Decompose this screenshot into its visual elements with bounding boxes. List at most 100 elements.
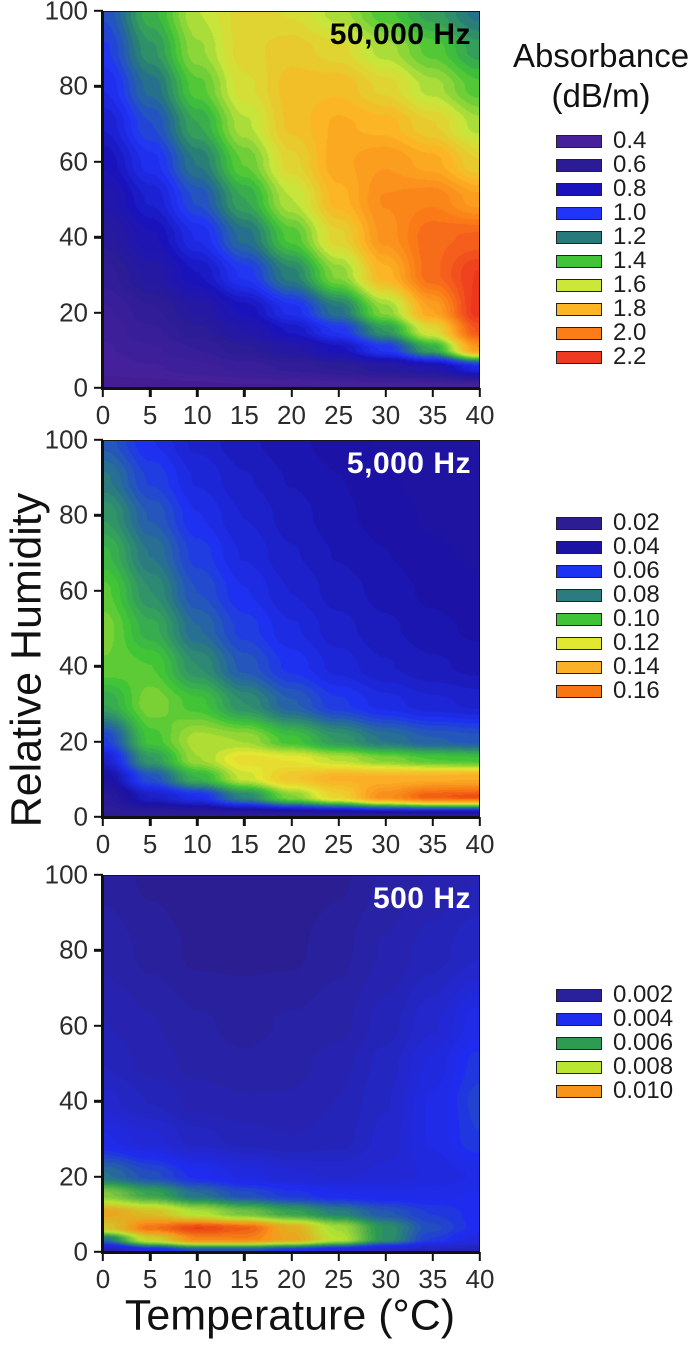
legend-value-label: 0.14 <box>613 653 660 680</box>
x-tick-label: 20 <box>277 400 306 430</box>
legend-entry: 2.2 <box>556 345 646 369</box>
legend-value-label: 1.6 <box>613 271 647 298</box>
colorbar-title-text: Absorbance <box>512 37 690 74</box>
legend-swatch <box>556 1012 602 1026</box>
legend-value-label: 0.16 <box>613 677 660 704</box>
x-tick-mark <box>101 1252 105 1261</box>
plot-area-5000hz <box>103 440 480 817</box>
y-tick-label: 20 <box>59 297 88 328</box>
y-tick-mark <box>94 1099 103 1103</box>
x-tick-label: 40 <box>465 1264 495 1294</box>
legend-swatch <box>556 540 602 554</box>
y-axis-line <box>101 11 104 390</box>
legend-swatch <box>556 134 602 148</box>
x-tick-mark <box>196 388 199 397</box>
x-tick-label: 25 <box>324 1264 354 1294</box>
legend-entry: 1.8 <box>556 297 646 321</box>
x-tick-label: 40 <box>465 400 495 430</box>
legend-swatch <box>556 636 602 650</box>
x-tick-label: 0 <box>95 829 111 859</box>
panel-title-frequency: 5,000 Hz <box>346 447 471 480</box>
legend-swatch <box>556 684 602 698</box>
legend-entry: 0.002 <box>556 983 673 1007</box>
x-tick-mark <box>431 817 435 826</box>
x-tick-mark <box>101 388 105 397</box>
x-tick-label: 10 <box>182 829 212 859</box>
x-tick-mark <box>243 1252 246 1261</box>
y-tick-label: 40 <box>59 650 88 681</box>
y-axis-line <box>101 440 104 819</box>
x-tick-label: 5 <box>142 1264 158 1294</box>
x-tick-label: 15 <box>229 400 259 430</box>
legend-entry: 0.006 <box>556 1031 673 1055</box>
legend-value-label: 0.4 <box>613 127 647 154</box>
legend-value-label: 0.06 <box>613 557 660 584</box>
legend-swatch <box>556 1084 602 1098</box>
legend-swatch <box>556 1060 602 1074</box>
x-tick-mark <box>243 817 246 826</box>
y-tick-mark <box>94 514 103 517</box>
x-tick-mark <box>478 1252 482 1261</box>
x-tick-mark <box>431 1252 435 1261</box>
legend-value-label: 1.8 <box>613 295 647 322</box>
y-tick-mark <box>94 9 103 13</box>
x-tick-mark <box>243 388 246 397</box>
legend-value-label: 0.008 <box>613 1053 674 1080</box>
panel-title-frequency: 500 Hz <box>372 882 471 915</box>
colorbar-units: (dB/m) <box>551 77 651 115</box>
heatmap-canvas-50000hz <box>104 12 479 387</box>
y-tick-mark <box>94 85 103 88</box>
y-tick-label: 80 <box>59 70 88 101</box>
x-tick-mark <box>290 388 293 397</box>
legend-value-label: 0.12 <box>613 629 660 656</box>
x-tick-mark <box>384 817 387 826</box>
legend-entry: 0.02 <box>556 511 660 535</box>
x-tick-label: 15 <box>229 1264 259 1294</box>
x-tick-label: 35 <box>418 829 448 859</box>
x-tick-mark <box>478 817 482 826</box>
x-tick-label: 30 <box>371 400 401 430</box>
y-tick-mark <box>94 664 103 668</box>
legend-swatch <box>556 326 602 340</box>
y-tick-mark <box>94 386 103 390</box>
legend-entry: 0.06 <box>556 559 660 583</box>
x-tick-mark <box>337 817 340 826</box>
legend-swatch <box>556 1036 602 1050</box>
y-tick-mark <box>94 815 103 819</box>
legend-swatch <box>556 230 602 244</box>
plot-area-50000hz <box>103 11 480 388</box>
y-tick-mark <box>94 1250 103 1254</box>
x-tick-label: 10 <box>182 400 212 430</box>
legend-entry: 0.16 <box>556 679 660 703</box>
legend-entry: 1.6 <box>556 273 646 297</box>
y-tick-mark <box>94 1175 103 1178</box>
panel-title-frequency: 50,000 Hz <box>329 18 471 51</box>
legend-entry: 0.008 <box>556 1055 673 1079</box>
legend-entry: 0.004 <box>556 1007 673 1031</box>
x-tick-mark <box>478 388 482 397</box>
legend-entry: 1.0 <box>556 201 646 225</box>
y-tick-label: 0 <box>73 372 88 403</box>
legend-value-label: 2.2 <box>613 343 647 370</box>
legend-value-label: 0.6 <box>613 151 647 178</box>
legend-value-label: 2.0 <box>613 319 647 346</box>
legend-swatch <box>556 350 602 364</box>
legend-swatch <box>556 988 602 1002</box>
y-tick-mark <box>94 740 103 743</box>
heatmap-panel-500hz: 500 Hz 0 20 40 60 80 100 0 5 10 15 20 25 30 35 40 <box>45 860 495 1295</box>
y-tick-label: 0 <box>73 1236 88 1267</box>
legend-entry: 0.4 <box>556 129 646 153</box>
x-tick-label: 40 <box>465 829 495 859</box>
y-tick-label: 40 <box>59 1085 88 1116</box>
legend-swatch <box>556 158 602 172</box>
y-tick-label: 80 <box>59 499 88 530</box>
x-tick-mark <box>290 817 293 826</box>
legend-value-label: 0.8 <box>613 175 647 202</box>
legend-entry: 0.010 <box>556 1079 673 1103</box>
legend-entry: 0.14 <box>556 655 660 679</box>
legend-swatch <box>556 206 602 220</box>
legend-swatch <box>556 612 602 626</box>
y-tick-label: 60 <box>59 146 88 177</box>
y-tick-label: 20 <box>59 726 88 757</box>
x-tick-mark <box>196 1252 199 1261</box>
